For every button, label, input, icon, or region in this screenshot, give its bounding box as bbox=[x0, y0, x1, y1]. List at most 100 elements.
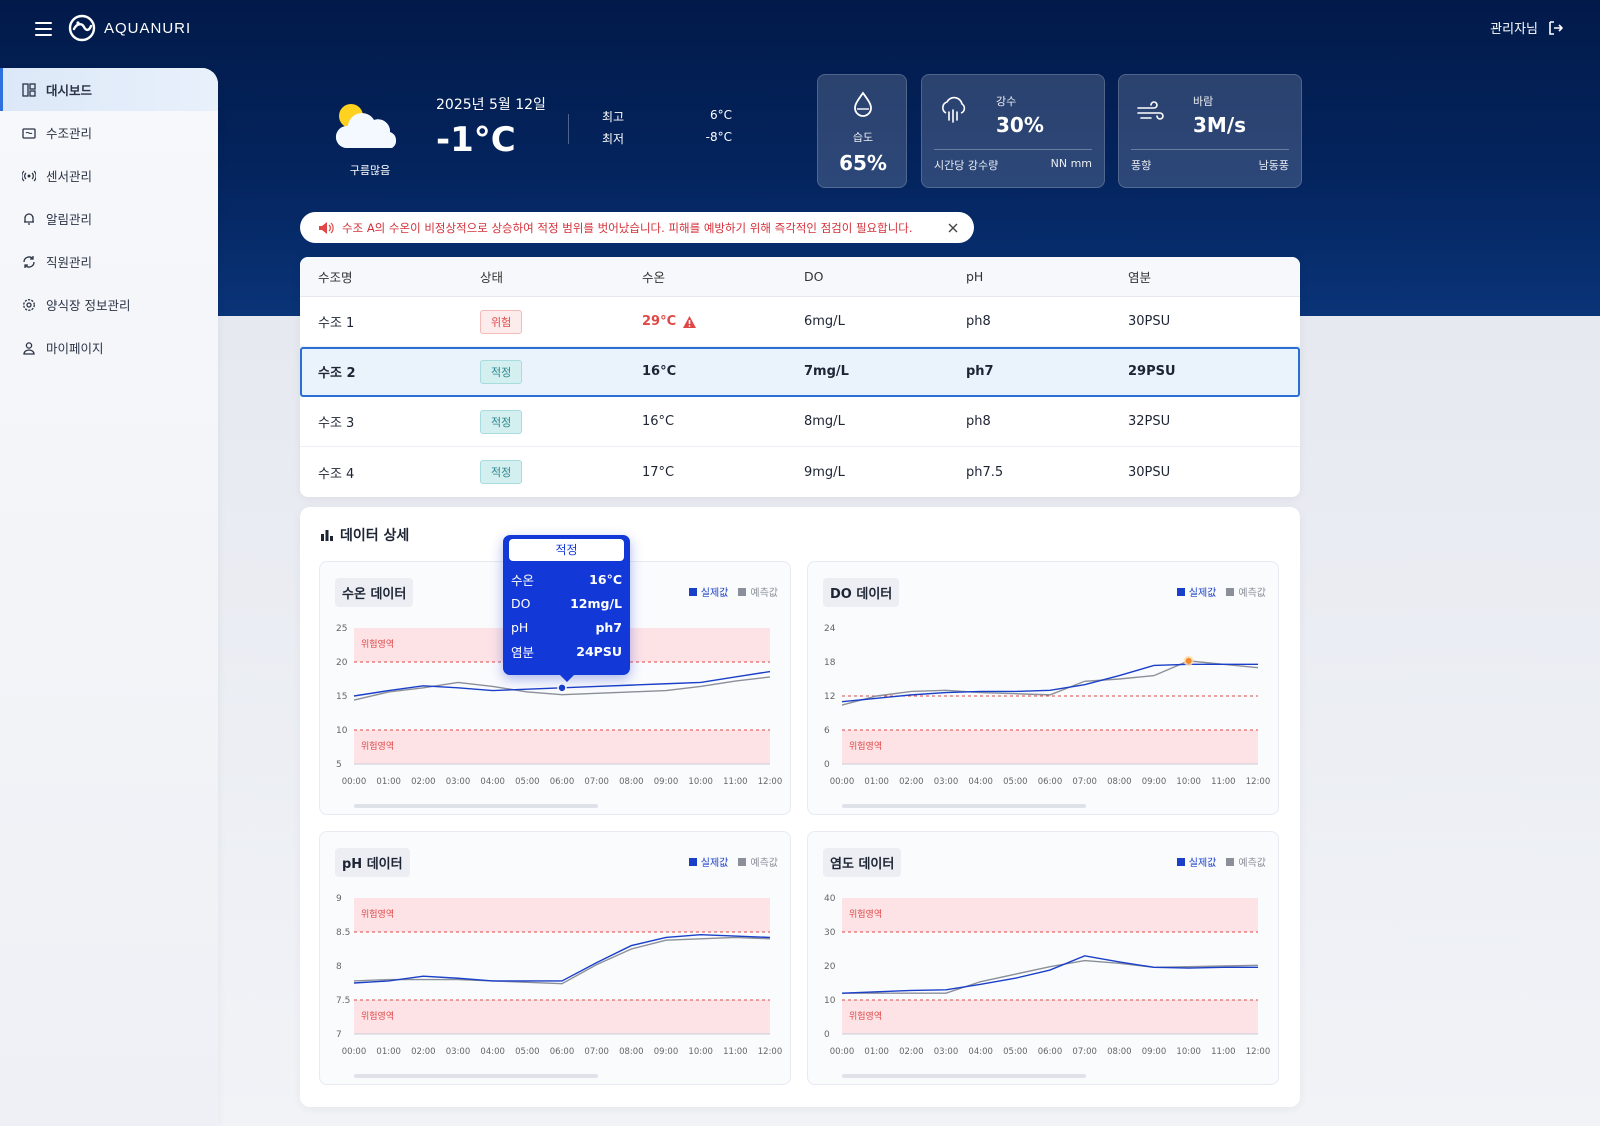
sidebar-item-tank[interactable]: 수조관리 bbox=[0, 111, 218, 154]
data-detail-panel: 데이터 상세 수온 데이터 실제값 예측값 위험영역 위험영역 5 10 15 20 25 0… bbox=[300, 507, 1300, 1107]
series-line-actual bbox=[841, 955, 1258, 994]
sidebar-item-staff[interactable]: 직원관리 bbox=[0, 240, 218, 283]
humidity-label: 습도 bbox=[852, 131, 874, 144]
table-row[interactable]: 수조 4 적정 17°C 9mg/L ph7.5 30PSU bbox=[300, 447, 1300, 497]
weather-divider bbox=[568, 114, 569, 144]
chart-plot[interactable]: 위험영역 0 6 12 18 24 00:00 01:00 02:00 03:00 04:00 05:… bbox=[808, 612, 1280, 812]
do-value: 7mg/L bbox=[804, 364, 849, 379]
chart-legend: 실제값 예측값 bbox=[688, 854, 778, 869]
danger-zone-label: 위험영역 bbox=[849, 1011, 882, 1022]
legend-predicted-label: 예측값 bbox=[750, 858, 778, 869]
aquanuri-logo-icon bbox=[68, 14, 96, 42]
legend-actual-label: 실제값 bbox=[700, 858, 729, 869]
table-row[interactable]: 수조 3 적정 16°C 8mg/L ph8 32PSU bbox=[300, 397, 1300, 447]
chart-scrollbar[interactable] bbox=[842, 1074, 1086, 1078]
legend-swatch bbox=[688, 857, 697, 866]
x-tick-label: 00:00 bbox=[830, 777, 855, 787]
wind-icon bbox=[1137, 101, 1164, 120]
brand[interactable]: AQUANURI bbox=[68, 14, 191, 42]
hourly-rain: 시간당 강수량 NN mm bbox=[934, 157, 1092, 173]
x-tick-label: 06:00 bbox=[1038, 1047, 1063, 1057]
chart-scrollbar[interactable] bbox=[354, 1074, 598, 1078]
chart-tooltip: 적정 수온 16°C DO 12mg/L pH ph7 염분 24PSU bbox=[503, 535, 630, 682]
hamburger-menu-icon[interactable] bbox=[32, 18, 56, 40]
tank-name: 수조 1 bbox=[318, 316, 355, 331]
series-line-predicted bbox=[842, 959, 1259, 994]
series-line-predicted bbox=[353, 676, 771, 701]
logout-icon[interactable] bbox=[1548, 20, 1564, 36]
sidebar-item-mypage[interactable]: 마이페이지 bbox=[0, 326, 218, 369]
x-tick-label: 01:00 bbox=[864, 1047, 889, 1057]
do-value: 9mg/L bbox=[804, 464, 845, 480]
x-tick-label: 10:00 bbox=[1176, 1047, 1201, 1057]
salinity-value: 30PSU bbox=[1128, 464, 1171, 480]
danger-zone-label: 위험영역 bbox=[361, 639, 394, 650]
sidebar-item-label: 알림관리 bbox=[46, 212, 93, 227]
legend-swatch bbox=[1176, 587, 1185, 596]
sidebar-item-farm-info[interactable]: 양식장 정보관리 bbox=[0, 283, 218, 326]
sidebar-item-sensor[interactable]: 센서관리 bbox=[0, 154, 218, 197]
y-tick-label: 25 bbox=[336, 624, 347, 634]
wind-direction: 풍향 남동풍 bbox=[1131, 157, 1289, 173]
panel-title-text: 데이터 상세 bbox=[340, 528, 410, 544]
sidebar-item-label: 수조관리 bbox=[46, 126, 93, 141]
x-tick-label: 00:00 bbox=[830, 1047, 855, 1057]
legend-predicted-label: 예측값 bbox=[750, 588, 778, 599]
x-tick-label: 01:00 bbox=[864, 777, 889, 787]
y-tick-label: 0 bbox=[824, 1030, 830, 1040]
alert-message: 수조 A의 수온이 비정상적으로 상승하여 적정 범위를 벗어났습니다. 피해를… bbox=[342, 220, 913, 235]
x-tick-label: 10:00 bbox=[688, 777, 713, 787]
x-tick-label: 09:00 bbox=[654, 1047, 679, 1057]
table-row[interactable]: 수조 2 적정 16°C 7mg/L ph7 29PSU bbox=[300, 347, 1300, 397]
table-row[interactable]: 수조 1 위험 29°C 6mg/L ph8 30PSU bbox=[300, 297, 1300, 347]
x-tick-label: 12:00 bbox=[1246, 777, 1271, 787]
close-icon[interactable] bbox=[946, 221, 960, 235]
y-tick-label: 20 bbox=[824, 962, 836, 972]
x-tick-label: 11:00 bbox=[723, 777, 748, 787]
sidebar-item-alarm[interactable]: 알림관리 bbox=[0, 197, 218, 240]
ph-value: ph7.5 bbox=[966, 464, 1004, 480]
y-tick-label: 9 bbox=[336, 894, 342, 904]
column-header: pH bbox=[966, 269, 984, 284]
chart-card-salinity: 염도 데이터 실제값 예측값 위험영역 위험영역 0 10 20 30 40 00:00 01:… bbox=[807, 831, 1279, 1085]
x-tick-label: 12:00 bbox=[758, 1047, 783, 1057]
x-tick-label: 07:00 bbox=[584, 777, 609, 787]
weather-condition: 구름많음 bbox=[349, 164, 391, 177]
legend-swatch bbox=[1226, 857, 1235, 866]
x-tick-label: 11:00 bbox=[1211, 1047, 1236, 1057]
legend-actual-label: 실제값 bbox=[1188, 588, 1217, 599]
chart-legend: 실제값 예측값 bbox=[688, 584, 778, 599]
status-badge: 적정 bbox=[480, 460, 523, 484]
user-name: 관리자님 bbox=[1490, 22, 1538, 37]
droplet-icon bbox=[854, 91, 872, 117]
chart-scrollbar[interactable] bbox=[354, 804, 598, 808]
ph-value: ph7 bbox=[966, 364, 994, 379]
y-tick-label: 18 bbox=[824, 658, 836, 668]
wind-label: 바람 bbox=[1193, 95, 1214, 108]
tooltip-label: DO bbox=[511, 595, 531, 611]
hourly-rain-value: NN mm bbox=[1050, 157, 1092, 170]
salinity-value: 30PSU bbox=[1128, 314, 1171, 329]
tooltip-row: DO 12mg/L bbox=[509, 591, 624, 615]
megaphone-icon bbox=[319, 221, 334, 234]
legend-swatch bbox=[688, 587, 697, 596]
precipitation-value: 30% bbox=[996, 113, 1044, 137]
x-tick-label: 05:00 bbox=[515, 1047, 540, 1057]
sidebar-item-dashboard[interactable]: 대시보드 bbox=[0, 68, 218, 111]
x-tick-label: 04:00 bbox=[968, 777, 993, 787]
danger-zone bbox=[842, 898, 1258, 932]
chart-scrollbar[interactable] bbox=[842, 804, 1086, 808]
status-badge: 적정 bbox=[480, 409, 523, 434]
x-tick-label: 06:00 bbox=[550, 777, 575, 787]
tooltip-label: 염분 bbox=[511, 644, 535, 660]
precipitation-label: 강수 bbox=[996, 95, 1017, 108]
water-temp-value: 16°C bbox=[642, 414, 675, 429]
x-tick-label: 11:00 bbox=[723, 1047, 748, 1057]
danger-zone bbox=[354, 1000, 770, 1034]
y-tick-label: 24 bbox=[824, 624, 836, 634]
x-tick-label: 09:00 bbox=[1142, 1047, 1167, 1057]
sidebar: 대시보드 수조관리 센서관리 알림관리 직원관리 양식장 정보관리 마이페이지 bbox=[0, 68, 218, 1126]
legend-swatch bbox=[738, 587, 747, 596]
